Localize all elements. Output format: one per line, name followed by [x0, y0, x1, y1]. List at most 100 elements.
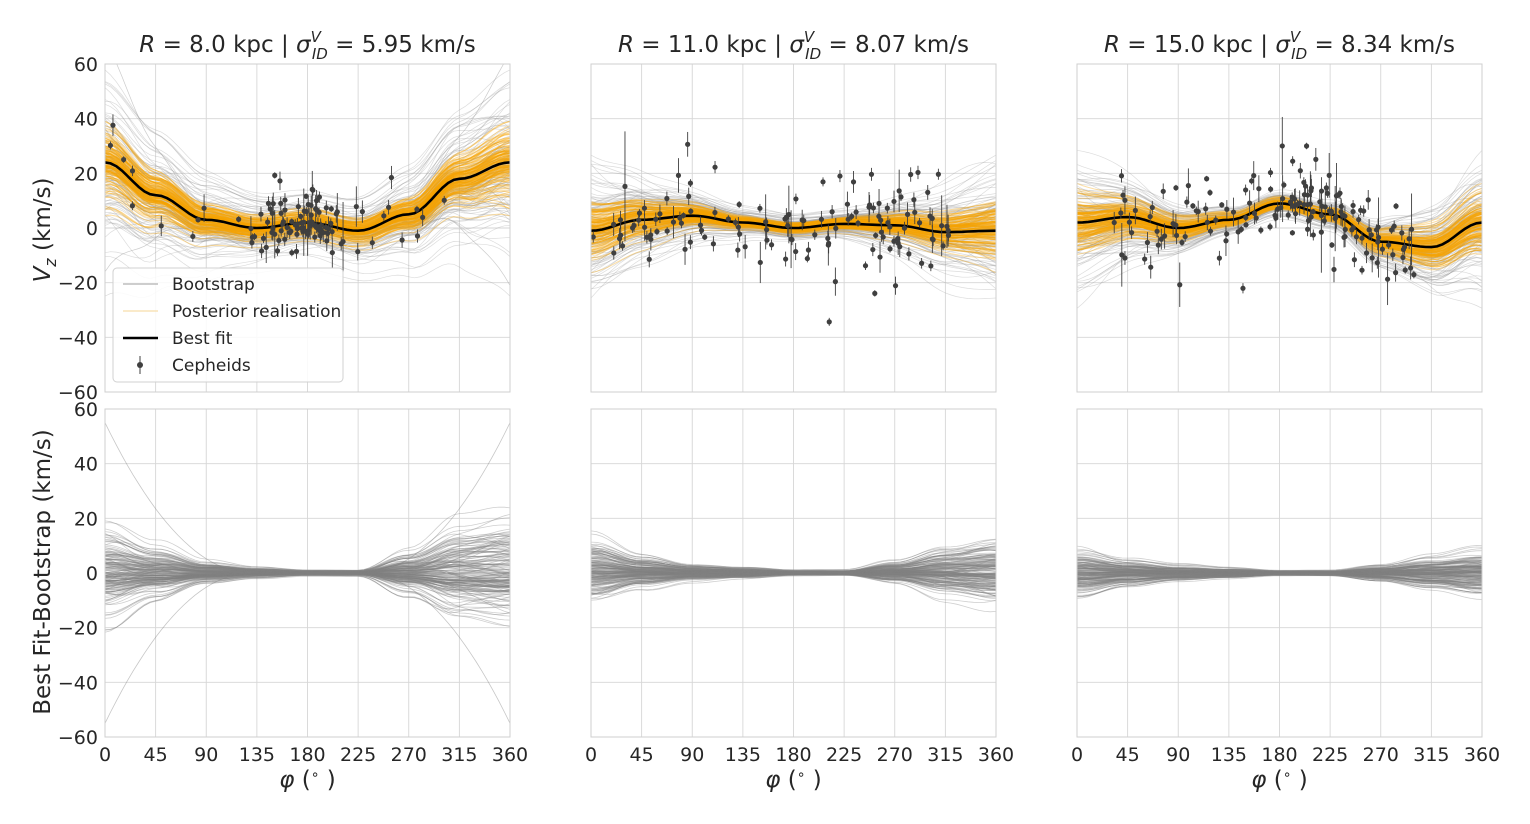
- bootstrap-residual-curve: [1077, 563, 1482, 573]
- cepheid-point: [1400, 246, 1407, 253]
- bootstrap-residual-curve: [105, 571, 510, 615]
- bootstrap-residual-curve: [1077, 569, 1482, 580]
- cepheid-point: [876, 200, 882, 207]
- bootstrap-residual-curve: [105, 573, 510, 591]
- cepheid-point: [867, 202, 873, 208]
- cepheid-point: [294, 231, 300, 237]
- bootstrap-residual-curve: [105, 573, 510, 588]
- bootstrap-curve: [105, 120, 510, 220]
- cepheid-point: [1223, 238, 1229, 244]
- panel-frame: [104, 63, 511, 393]
- bootstrap-residual-curve: [591, 569, 996, 589]
- bootstrap-residual-curve: [591, 550, 996, 572]
- bootstrap-residual-curve: [1077, 574, 1482, 594]
- cepheid-point: [885, 220, 891, 226]
- bootstrap-residual-curve: [105, 536, 510, 573]
- bootstrap-residual-curve: [1077, 572, 1482, 578]
- bootstrap-residual-curve: [105, 558, 510, 574]
- posterior-curve: [591, 226, 996, 259]
- bootstrap-residual-curve: [1077, 570, 1482, 575]
- x-tick-label: 45: [1116, 744, 1140, 766]
- cepheid-point: [896, 188, 902, 194]
- bootstrap-residual-curve: [105, 573, 510, 594]
- bootstrap-curve: [591, 187, 996, 221]
- cepheid-point: [1390, 252, 1396, 258]
- cepheid-point: [804, 255, 810, 262]
- cepheid-point: [1310, 232, 1316, 238]
- bootstrap-residual-curve: [591, 533, 996, 571]
- x-tick-label: 270: [391, 744, 427, 766]
- posterior-curve: [591, 208, 996, 227]
- bootstrap-residual-curve: [105, 572, 510, 588]
- bootstrap-residual-curve: [591, 561, 996, 573]
- bootstrap-residual-curve: [105, 572, 510, 576]
- bootstrap-residual-curve: [105, 572, 510, 582]
- posterior-curve: [591, 202, 996, 225]
- bootstrap-residual-curve: [591, 571, 996, 574]
- cepheid-point: [1120, 192, 1126, 198]
- bootstrap-curve: [591, 219, 996, 259]
- bootstrap-residual-curve: [105, 572, 510, 579]
- bootstrap-residual-curve: [591, 553, 996, 572]
- bootstrap-residual-curve: [591, 555, 996, 574]
- cepheid-point: [309, 186, 315, 192]
- bootstrap-curve: [1077, 195, 1482, 236]
- bootstrap-residual-curve: [1077, 573, 1482, 585]
- bootstrap-residual-curve: [1077, 572, 1482, 576]
- cepheid-point: [829, 209, 835, 215]
- bootstrap-residual-curve: [1077, 571, 1482, 577]
- y-tick-label: 60: [74, 399, 98, 421]
- cepheid-point: [873, 232, 879, 239]
- bootstrap-residual-curve: [105, 540, 510, 577]
- posterior-curve: [1077, 200, 1482, 239]
- x-tick-label: 315: [441, 744, 477, 766]
- bootstrap-curve: [1077, 200, 1482, 241]
- y-tick-label: −40: [58, 327, 98, 349]
- bootstrap-residual-curve: [591, 570, 996, 579]
- cepheid-point: [282, 197, 288, 203]
- bootstrap-curve: [591, 195, 996, 222]
- bootstrap-residual-curve: [1077, 571, 1482, 574]
- bootstrap-residual-curve: [1077, 573, 1482, 581]
- cepheid-point: [328, 220, 334, 226]
- bootstrap-residual-curve: [1077, 571, 1482, 575]
- posterior-curve: [591, 209, 996, 227]
- bootstrap-residual-curve: [105, 422, 510, 724]
- cepheid-point: [688, 208, 694, 214]
- bootstrap-residual-curve: [591, 559, 996, 573]
- cepheid-point: [616, 235, 623, 242]
- posterior-curve: [591, 207, 996, 225]
- cepheid-point: [939, 223, 945, 229]
- bootstrap-curve: [1077, 199, 1482, 230]
- bootstrap-residual-curve: [591, 565, 996, 573]
- cepheid-point: [702, 234, 708, 240]
- bootstrap-residual-curve: [1077, 573, 1482, 577]
- cepheid-point: [323, 205, 329, 211]
- posterior-curve: [591, 209, 996, 227]
- posterior-curve: [591, 229, 996, 274]
- bootstrap-residual-curve: [591, 574, 996, 613]
- cepheid-point: [912, 209, 918, 215]
- bootstrap-residual-curve: [591, 572, 996, 576]
- bootstrap-residual-curve: [1077, 573, 1482, 578]
- bootstrap-residual-curve: [591, 559, 996, 573]
- bootstrap-residual-curve: [105, 572, 510, 582]
- bootstrap-curve: [591, 200, 996, 248]
- bootstrap-curve: [591, 165, 996, 217]
- bootstrap-residual-curve: [1077, 569, 1482, 580]
- bootstrap-residual-curve: [105, 572, 510, 588]
- bootstrap-residual-curve: [105, 573, 510, 593]
- y-tick-label: −40: [58, 672, 98, 694]
- bootstrap-curve: [591, 205, 996, 228]
- bootstrap-residual-curve: [105, 536, 510, 572]
- bootstrap-curve: [591, 197, 996, 223]
- bootstrap-curve: [591, 196, 996, 224]
- bootstrap-residual-curve: [591, 573, 996, 580]
- x-axis-symbol: φ: [279, 767, 294, 793]
- bootstrap-residual-curve: [591, 572, 996, 588]
- bootstrap-residual-curve: [105, 542, 510, 573]
- cepheid-point: [1384, 276, 1391, 282]
- title-sigma-value: = 8.07 km/s: [821, 32, 969, 58]
- cepheid-point: [712, 164, 718, 170]
- bootstrap-residual-curve: [105, 562, 510, 574]
